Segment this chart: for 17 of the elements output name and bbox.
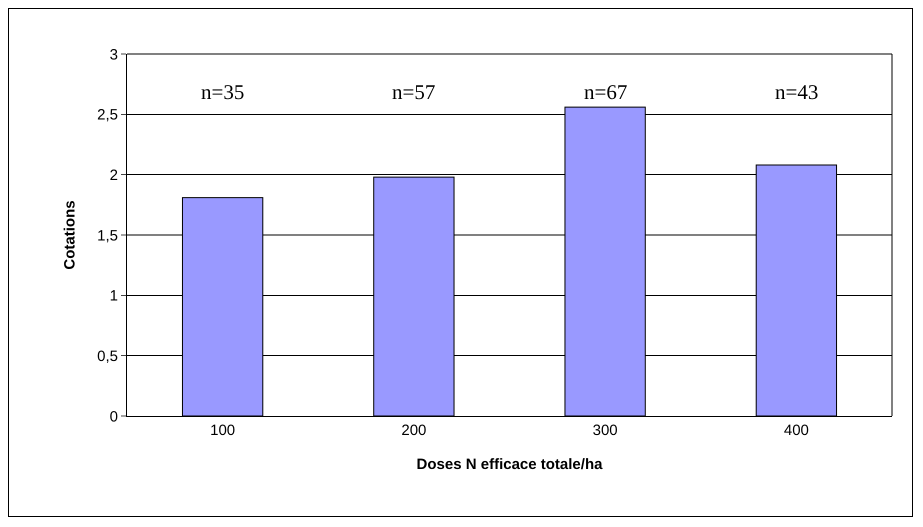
- x-tick-label: 300: [592, 422, 618, 439]
- annotation: n=57: [392, 80, 436, 104]
- y-tick-label: 1: [110, 288, 118, 305]
- x-axis-title: Doses N efficace totale/ha: [416, 456, 604, 473]
- y-axis-title: Cotations: [61, 200, 78, 270]
- y-tick-label: 1,5: [97, 227, 118, 244]
- x-tick-label: 200: [401, 422, 426, 439]
- annotation: n=67: [584, 80, 628, 104]
- annotation: n=35: [201, 80, 244, 104]
- x-tick-label: 100: [210, 422, 236, 439]
- y-tick-label: 2: [110, 166, 118, 184]
- y-tick-label: 0,5: [97, 348, 118, 365]
- y-tick-label: 2,5: [97, 106, 118, 124]
- y-tick-label: 0: [110, 408, 118, 426]
- annotation: n=43: [775, 80, 818, 104]
- x-tick-label: 400: [784, 422, 809, 439]
- y-tick-label: 3: [110, 46, 118, 64]
